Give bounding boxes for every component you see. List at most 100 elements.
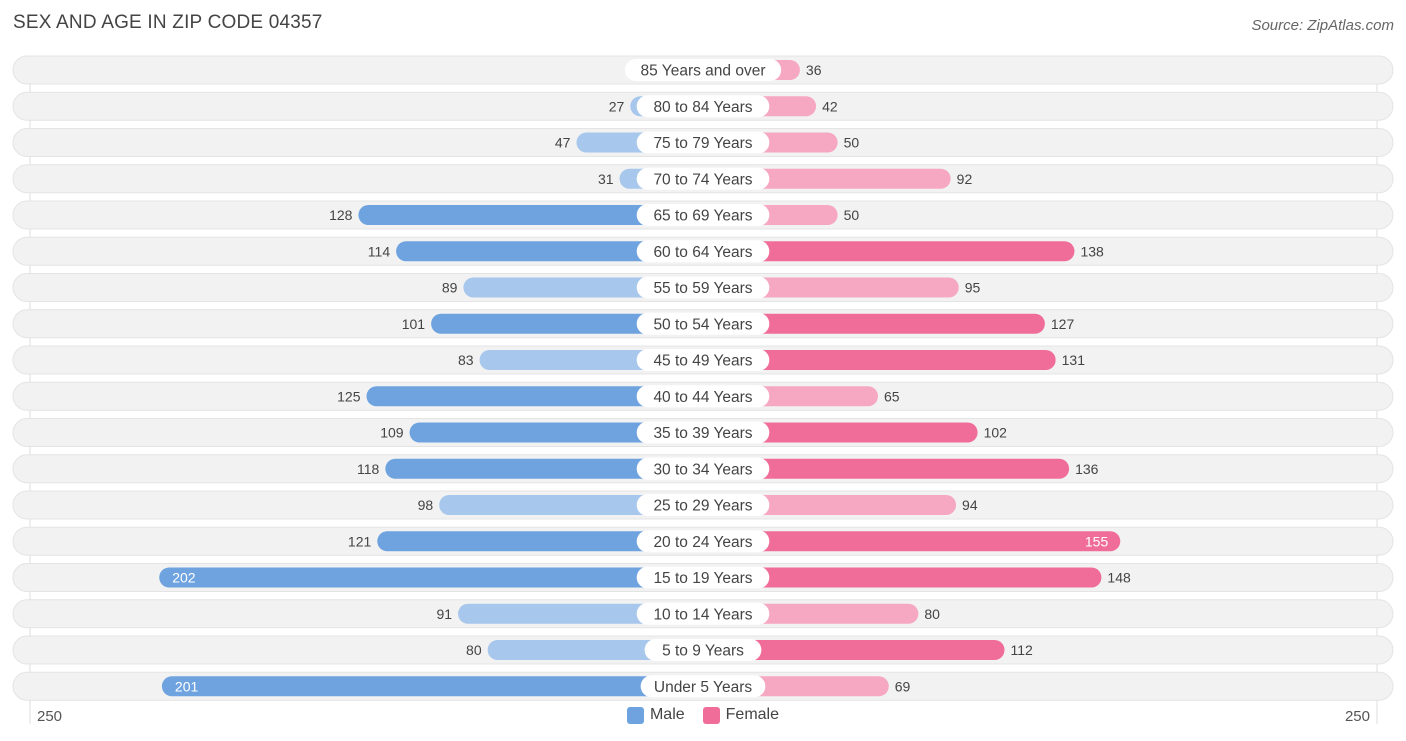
category-pill-60-to-64-years [636, 240, 770, 263]
male-value-label-70-to-74-years: 31 [598, 171, 614, 187]
legend-swatch-female [702, 706, 720, 724]
category-label-35-to-39-years: 35 to 39 Years [653, 425, 752, 442]
category-label-70-to-74-years: 70 to 74 Years [653, 171, 752, 188]
legend-label-female: Female [725, 706, 780, 723]
female-value-label-10-to-14-years: 80 [924, 606, 940, 622]
male-value-label-30-to-34-years: 118 [357, 461, 380, 477]
category-pill-65-to-69-years [636, 204, 770, 226]
category-label-20-to-24-years: 20 to 24 Years [653, 534, 752, 551]
category-pill-10-to-14-years [636, 602, 770, 625]
male-value-label-under-5-years: 201 [175, 678, 199, 694]
female-value-label-65-to-69-years: 50 [844, 207, 860, 223]
female-value-label-70-to-74-years: 92 [957, 171, 973, 187]
male-value-label-65-to-69-years: 128 [329, 207, 353, 223]
female-bar-15-to-19-years [703, 567, 1102, 588]
male-bar-under-5-years [161, 676, 703, 697]
category-label-40-to-44-years: 40 to 44 Years [653, 389, 752, 406]
male-bar-20-to-24-years [377, 531, 703, 552]
female-value-label-55-to-59-years: 95 [965, 280, 981, 296]
female-bar-50-to-54-years [703, 313, 1045, 334]
male-bar-65-to-69-years [358, 205, 703, 225]
male-value-label-45-to-49-years: 83 [458, 352, 474, 368]
category-label-80-to-84-years: 80 to 84 Years [653, 99, 752, 116]
category-pill-20-to-24-years [636, 530, 770, 553]
category-label-85-years-and-over: 85 Years and over [641, 63, 766, 80]
female-value-label-35-to-39-years: 102 [984, 425, 1008, 441]
male-bar-40-to-44-years [366, 386, 703, 407]
male-value-label-20-to-24-years: 121 [348, 533, 372, 549]
legend-swatch-male [626, 706, 644, 724]
female-value-label-15-to-19-years: 148 [1107, 570, 1131, 586]
female-value-label-75-to-79-years: 50 [844, 135, 860, 151]
category-pill-50-to-54-years [636, 312, 770, 335]
male-value-label-60-to-64-years: 114 [368, 243, 391, 259]
category-pill-55-to-59-years [636, 276, 770, 299]
female-value-label-45-to-49-years: 131 [1062, 352, 1086, 368]
category-label-65-to-69-years: 65 to 69 Years [653, 208, 752, 225]
male-value-label-35-to-39-years: 109 [380, 425, 404, 441]
male-value-label-50-to-54-years: 101 [402, 316, 426, 332]
female-value-label-25-to-29-years: 94 [962, 497, 978, 513]
axis-left-max-label: 250 [37, 708, 63, 725]
category-pill-15-to-19-years [636, 566, 770, 589]
axis-right-max-label: 250 [1344, 708, 1370, 725]
male-value-label-10-to-14-years: 91 [436, 606, 452, 622]
category-label-25-to-29-years: 25 to 29 Years [653, 498, 752, 515]
female-value-label-60-to-64-years: 138 [1080, 243, 1104, 259]
category-pill-5-to-9-years [644, 639, 762, 661]
category-pill-45-to-49-years [636, 349, 770, 371]
male-bar-15-to-19-years [159, 567, 703, 588]
male-value-label-5-to-9-years: 80 [466, 642, 482, 658]
female-bar-45-to-49-years [703, 350, 1056, 370]
category-pill-75-to-79-years [636, 131, 770, 154]
male-value-label-15-to-19-years: 202 [172, 570, 196, 586]
female-bar-60-to-64-years [703, 241, 1075, 262]
category-label-30-to-34-years: 30 to 34 Years [653, 461, 752, 478]
category-pill-under-5-years [640, 675, 766, 698]
male-bar-35-to-39-years [409, 422, 703, 443]
female-value-label-85-years-and-over: 36 [806, 62, 822, 78]
category-pill-80-to-84-years [636, 95, 770, 118]
female-bar-20-to-24-years [703, 531, 1121, 552]
category-label-under-5-years: Under 5 Years [654, 679, 752, 696]
male-value-label-80-to-84-years: 27 [609, 98, 625, 114]
category-label-50-to-54-years: 50 to 54 Years [653, 316, 752, 333]
category-label-15-to-19-years: 15 to 19 Years [653, 570, 752, 587]
chart-source: Source: ZipAtlas.com [1251, 17, 1394, 34]
female-value-label-40-to-44-years: 65 [884, 388, 900, 404]
category-label-5-to-9-years: 5 to 9 Years [662, 643, 744, 660]
legend-item-female[interactable]: Female [702, 706, 780, 724]
female-bar-5-to-9-years [703, 640, 1005, 660]
male-bar-50-to-54-years [431, 313, 703, 334]
category-pill-70-to-74-years [636, 167, 770, 190]
chart-legend: Male Female [0, 706, 1406, 724]
female-value-label-20-to-24-years: 155 [1085, 533, 1109, 549]
category-pill-35-to-39-years [636, 421, 770, 444]
category-label-60-to-64-years: 60 to 64 Years [653, 244, 752, 261]
chart-title: SEX AND AGE IN ZIP CODE 04357 [13, 12, 323, 33]
male-value-label-55-to-59-years: 89 [442, 280, 458, 296]
male-value-label-75-to-79-years: 47 [555, 135, 571, 151]
female-value-label-under-5-years: 69 [895, 678, 911, 694]
category-label-75-to-79-years: 75 to 79 Years [653, 135, 752, 152]
legend-label-male: Male [649, 706, 685, 723]
male-value-label-25-to-29-years: 98 [418, 497, 434, 513]
female-value-label-80-to-84-years: 42 [822, 98, 838, 114]
category-pill-30-to-34-years [636, 457, 770, 480]
male-bar-30-to-34-years [385, 458, 703, 479]
category-label-55-to-59-years: 55 to 59 Years [653, 280, 752, 297]
category-pill-85-years-and-over [624, 59, 782, 81]
female-value-label-50-to-54-years: 127 [1051, 316, 1075, 332]
category-pill-25-to-29-years [636, 494, 770, 516]
female-value-label-30-to-34-years: 136 [1075, 461, 1099, 477]
category-label-10-to-14-years: 10 to 14 Years [653, 606, 752, 623]
category-label-45-to-49-years: 45 to 49 Years [653, 353, 752, 370]
category-pill-40-to-44-years [636, 385, 770, 408]
male-value-label-40-to-44-years: 125 [337, 388, 361, 404]
legend-item-male[interactable]: Male [626, 706, 685, 724]
male-bar-25-to-29-years [439, 495, 703, 515]
male-bar-60-to-64-years [396, 241, 703, 262]
female-bar-35-to-39-years [703, 422, 978, 443]
female-value-label-5-to-9-years: 112 [1011, 642, 1034, 658]
